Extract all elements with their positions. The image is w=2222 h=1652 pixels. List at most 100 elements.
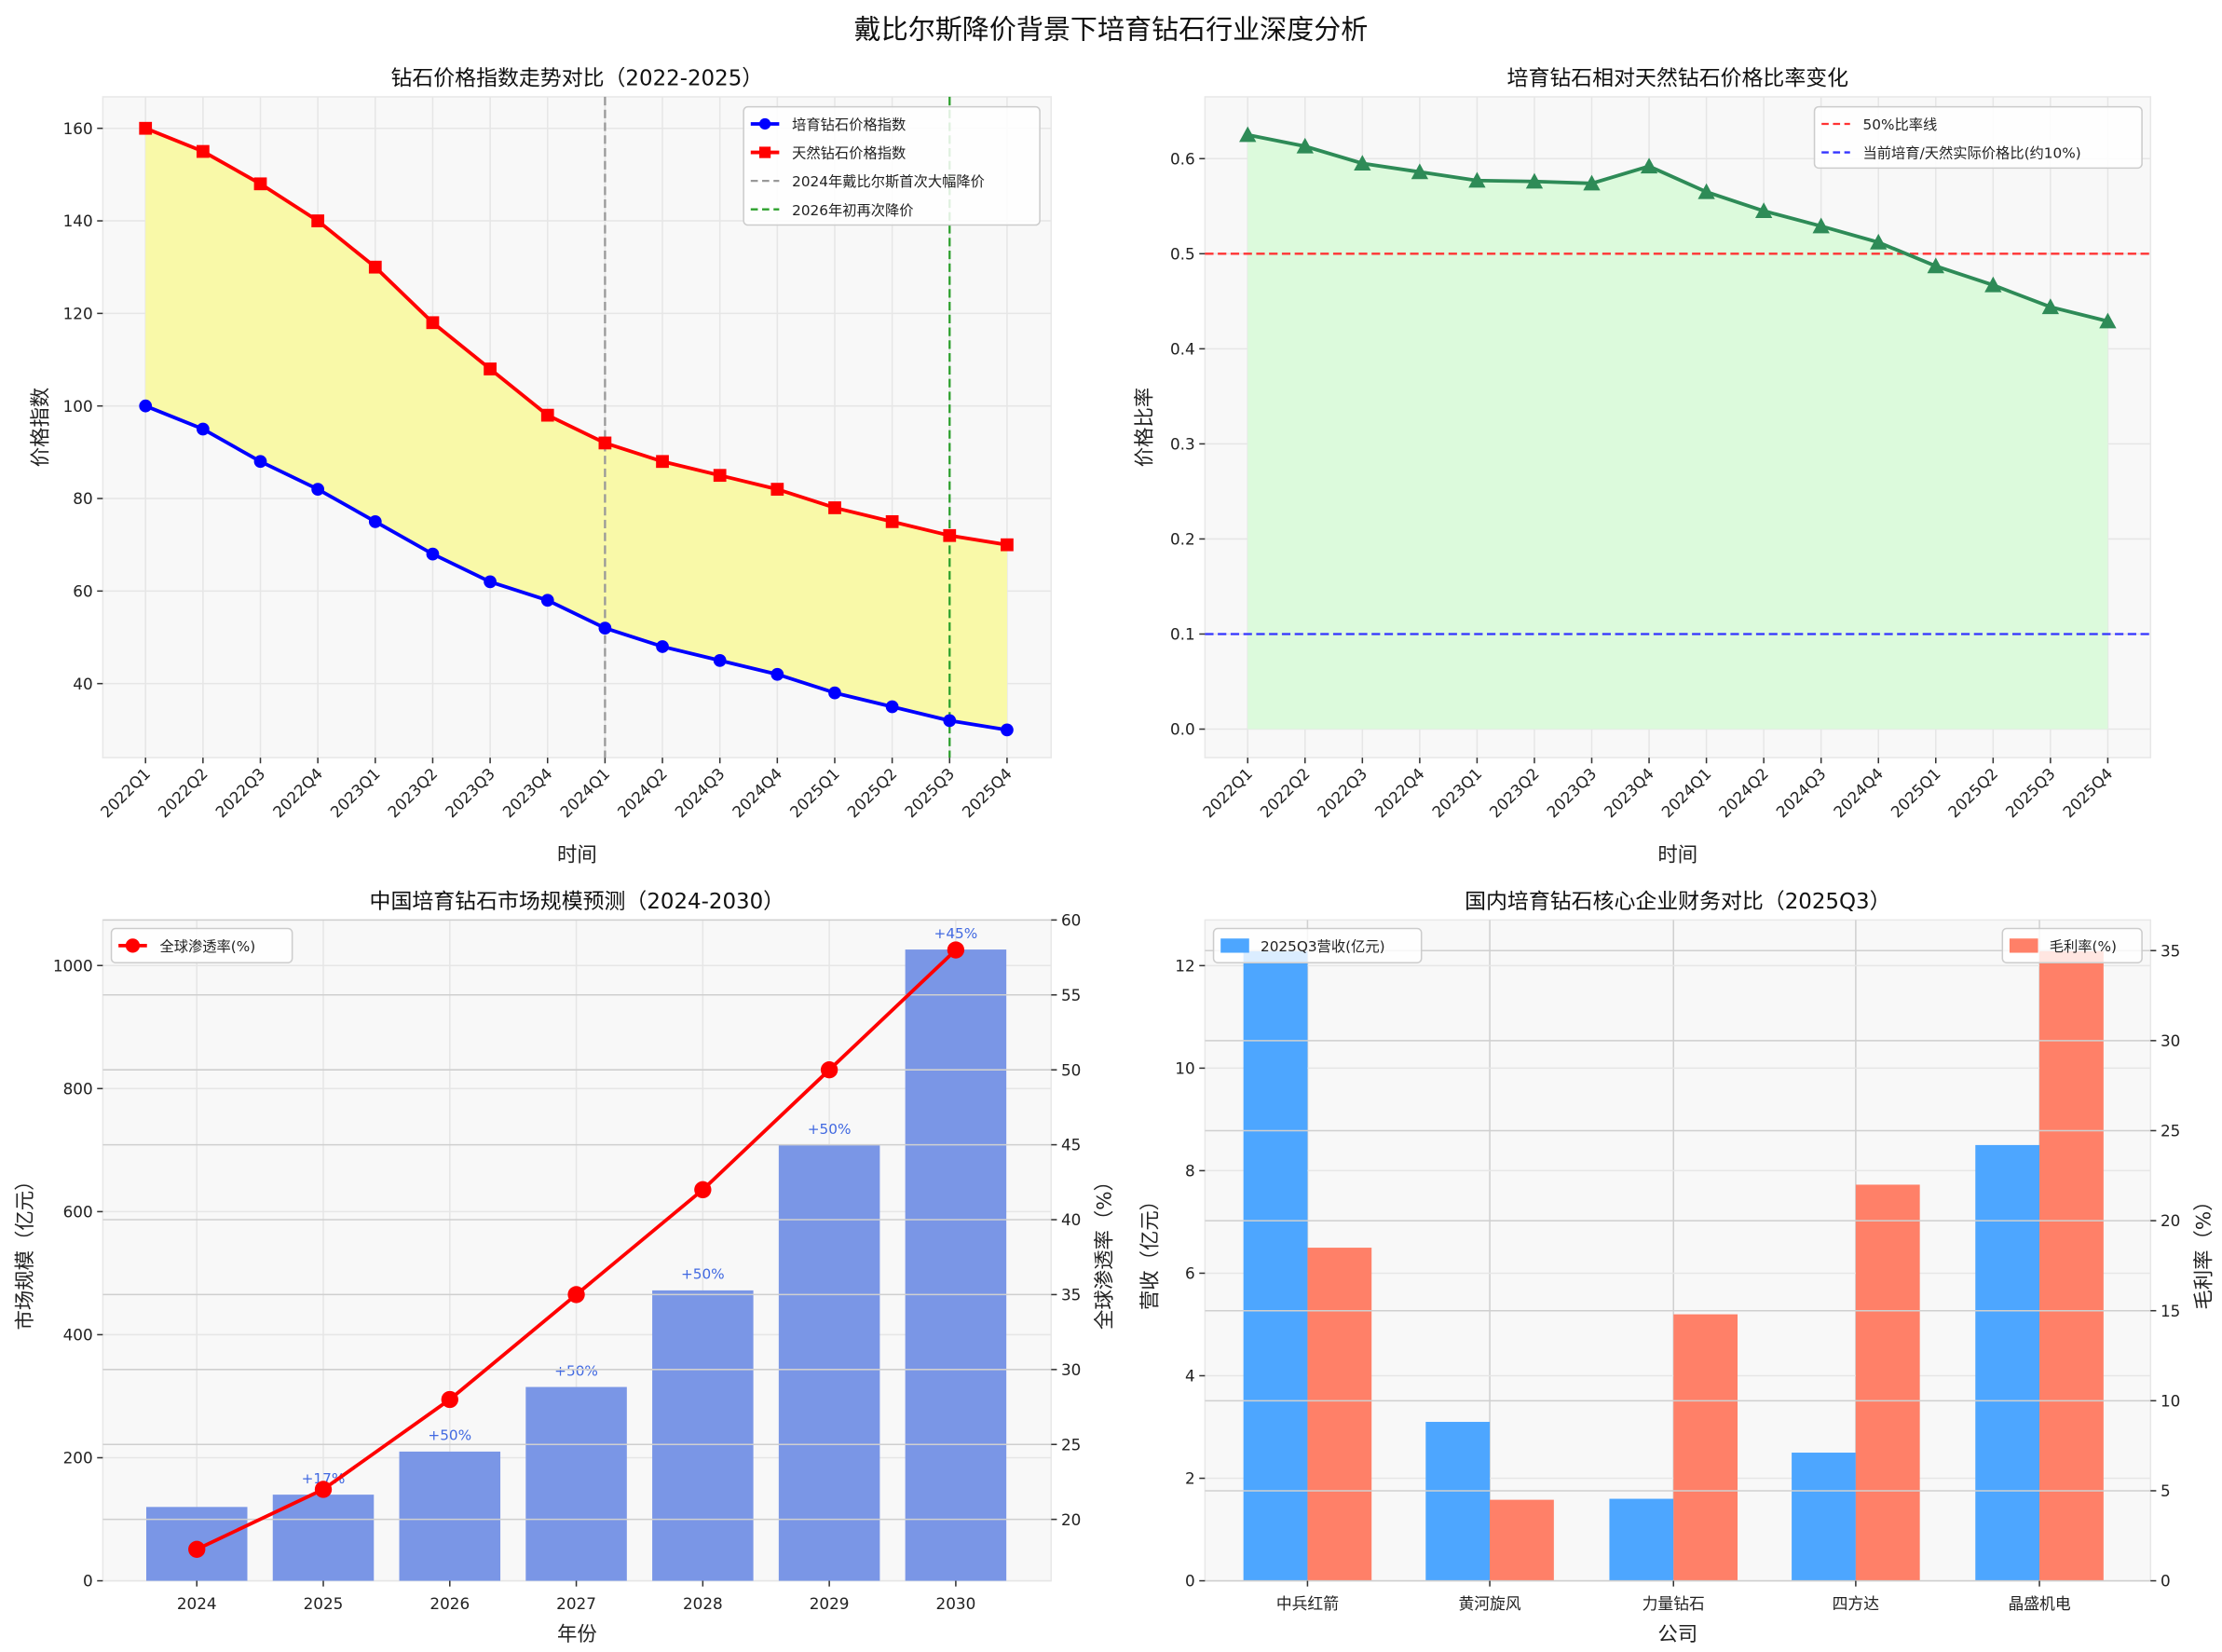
- bar-growth-label: +50%: [554, 1362, 598, 1379]
- natural-point: [1001, 538, 1014, 552]
- legend-marker: [758, 146, 771, 158]
- legend-label: 2025Q3营收(亿元): [1261, 938, 1385, 955]
- natural-point: [139, 121, 153, 135]
- penetration-point: [947, 941, 965, 959]
- natural-point: [426, 316, 440, 330]
- ratio-point: [1583, 174, 1601, 191]
- natural-point: [311, 214, 325, 227]
- x-tick-label: 2023Q3: [442, 764, 498, 821]
- x-tick-label: 力量钻石: [1643, 1594, 1705, 1613]
- x-tick-label: 2024Q1: [556, 764, 613, 821]
- y2-tick-label: 40: [1061, 1210, 1081, 1229]
- chart-title: 中国培育钻石市场规模预测（2024-2030）: [370, 890, 785, 914]
- lab-point: [253, 455, 267, 469]
- x-tick-label: 2024: [177, 1594, 217, 1613]
- ratio-point: [1239, 126, 1257, 143]
- penetration-point: [820, 1061, 838, 1079]
- legend-label: 培育钻石价格指数: [792, 116, 906, 133]
- penetration-point: [694, 1181, 712, 1199]
- x-tick-label: 2026: [429, 1594, 470, 1613]
- lab-point: [713, 653, 727, 667]
- bar-growth-label: +50%: [681, 1266, 725, 1283]
- legend-marker: [758, 117, 771, 130]
- lab-point: [368, 514, 382, 528]
- natural-point: [484, 362, 497, 375]
- chart-price-index: 2022Q1 2022Q2 2022Q3 2022Q4 2023Q1 2023Q2 2023…: [30, 67, 1053, 867]
- x-tick-label: 黄河旋风: [1458, 1594, 1520, 1613]
- x-axis-label: 时间: [557, 844, 597, 867]
- revenue-bar: [1975, 1144, 2040, 1581]
- revenue-bar: [1425, 1422, 1491, 1581]
- x-tick-label: 2025Q4: [959, 764, 1016, 821]
- x-tick-label: 2024Q1: [1657, 764, 1714, 821]
- y2-axis-label: 毛利率（%）: [2192, 1191, 2215, 1309]
- natural-point: [540, 408, 554, 422]
- penetration-point: [188, 1540, 206, 1558]
- ratio-point: [1984, 276, 2002, 293]
- y-tick-label: 160: [63, 119, 93, 138]
- x-tick-label: 四方达: [1833, 1594, 1880, 1613]
- figure-title: 戴比尔斯降价背景下培育钻石行业深度分析: [854, 13, 1369, 45]
- x-tick-label: 2022Q2: [1256, 764, 1313, 821]
- x-axis-label: 公司: [1657, 1623, 1697, 1646]
- y-tick-label: 0.4: [1170, 339, 1195, 358]
- y-tick-label: 0.0: [1170, 720, 1195, 739]
- margin-bar: [1673, 1314, 1738, 1581]
- y-axis-label: 营收（亿元）: [1138, 1191, 1162, 1310]
- y-tick-label: 40: [73, 675, 92, 693]
- legend-label: 毛利率(%): [2050, 938, 2117, 955]
- ratio-point: [1411, 163, 1429, 180]
- y-axis-label: 价格指数: [30, 388, 53, 468]
- y2-tick-label: 35: [1061, 1286, 1081, 1304]
- y2-tick-label: 25: [2161, 1122, 2180, 1140]
- lab-point: [828, 686, 841, 700]
- y2-tick-label: 5: [2161, 1481, 2171, 1500]
- chart-title: 培育钻石相对天然钻石价格比率变化: [1507, 67, 1849, 91]
- x-tick-label: 2028: [683, 1594, 723, 1613]
- x-tick-label: 2025Q3: [901, 764, 958, 821]
- lab-point: [598, 621, 612, 635]
- legend-marker: [125, 938, 141, 953]
- x-tick-label: 2023Q4: [498, 764, 555, 821]
- revenue-bar: [1792, 1453, 1856, 1581]
- y-tick-label: 0.2: [1170, 530, 1195, 549]
- ratio-point: [1468, 171, 1486, 188]
- natural-series-line: [144, 126, 1008, 547]
- ratio-series-line: [1247, 132, 2108, 323]
- lab-point: [770, 667, 784, 681]
- lab-point: [139, 399, 153, 413]
- x-tick-label: 2025Q1: [786, 764, 843, 821]
- x-tick-label: 2025Q2: [843, 764, 900, 821]
- y-tick-label: 0.5: [1170, 244, 1195, 263]
- chart-market-size: +17%+50%+50%+50%+50%+45%2025303540455055…: [14, 890, 1117, 1646]
- x-tick-label: 2023Q1: [1428, 764, 1485, 821]
- ratio-point: [1812, 217, 1830, 234]
- ratio-point: [2041, 298, 2060, 315]
- legend-label: 2024年戴比尔斯首次大幅降价: [792, 173, 985, 190]
- margin-bar: [1490, 1499, 1554, 1581]
- x-tick-label: 2029: [810, 1594, 850, 1613]
- margin-bar: [1307, 1248, 1372, 1581]
- y-tick-label: 4: [1185, 1367, 1195, 1386]
- legend-label: 50%比率线: [1863, 116, 1938, 133]
- ratio-point: [1927, 257, 1944, 274]
- y-tick-label: 120: [63, 304, 93, 322]
- x-tick-label: 2022Q1: [97, 764, 154, 821]
- legend-swatch: [2009, 938, 2038, 953]
- bar-growth-label: +45%: [934, 925, 978, 942]
- legend-label: 当前培育/天然实际价格比(约10%): [1863, 145, 2081, 162]
- y-tick-label: 8: [1185, 1162, 1195, 1181]
- market-size-bar: [652, 1290, 754, 1581]
- y2-tick-label: 0: [2161, 1572, 2171, 1591]
- natural-point: [828, 501, 841, 514]
- y-tick-label: 2: [1185, 1469, 1195, 1488]
- y2-tick-label: 25: [1061, 1435, 1081, 1454]
- ratio-area-fill: [1247, 134, 2108, 730]
- x-tick-label: 2023Q2: [384, 764, 441, 821]
- bar-growth-label: +50%: [808, 1121, 852, 1138]
- legend-label: 2026年初再次降价: [792, 202, 913, 219]
- y-tick-label: 80: [73, 489, 92, 508]
- margin-bar: [1855, 1184, 1920, 1581]
